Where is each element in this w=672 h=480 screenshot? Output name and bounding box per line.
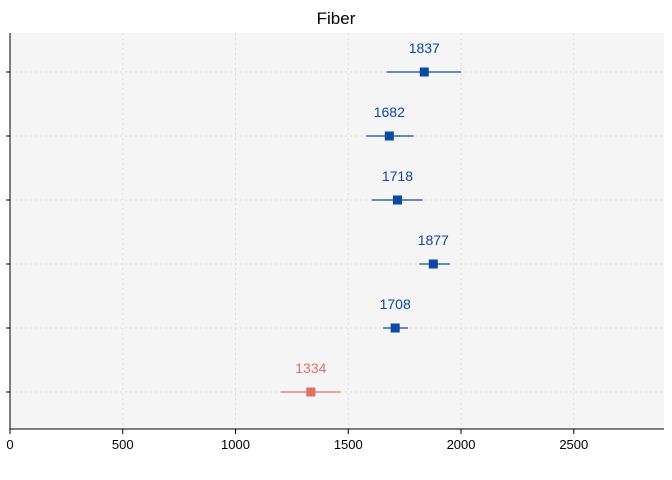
data-label: 1708: [380, 296, 411, 312]
plot-panel: [10, 33, 664, 429]
data-label: 1877: [418, 232, 449, 248]
axes: 0 500 1000 1500 2000 2500: [6, 33, 664, 452]
point-marker: [419, 67, 429, 77]
data-label: 1837: [409, 40, 440, 56]
x-tick-label: 500: [112, 437, 134, 452]
point-marker: [392, 195, 402, 205]
x-tick-label: 0: [6, 437, 13, 452]
point-marker: [306, 387, 316, 397]
grid-lines: [9, 33, 664, 429]
x-tick-label: 1500: [334, 437, 363, 452]
x-tick-label: 1000: [221, 437, 250, 452]
point-marker: [390, 323, 400, 333]
data-label: 1718: [382, 168, 413, 184]
x-tick-label: 2000: [447, 437, 476, 452]
data-label: 1682: [374, 104, 405, 120]
chart-title: Fiber: [317, 9, 356, 28]
x-tick-label: 2500: [559, 437, 588, 452]
data-marks: 1837 1682 1718 1877 1708 1334: [280, 40, 462, 397]
point-marker: [428, 259, 438, 269]
data-label: 1334: [295, 360, 326, 376]
point-marker: [384, 131, 394, 141]
